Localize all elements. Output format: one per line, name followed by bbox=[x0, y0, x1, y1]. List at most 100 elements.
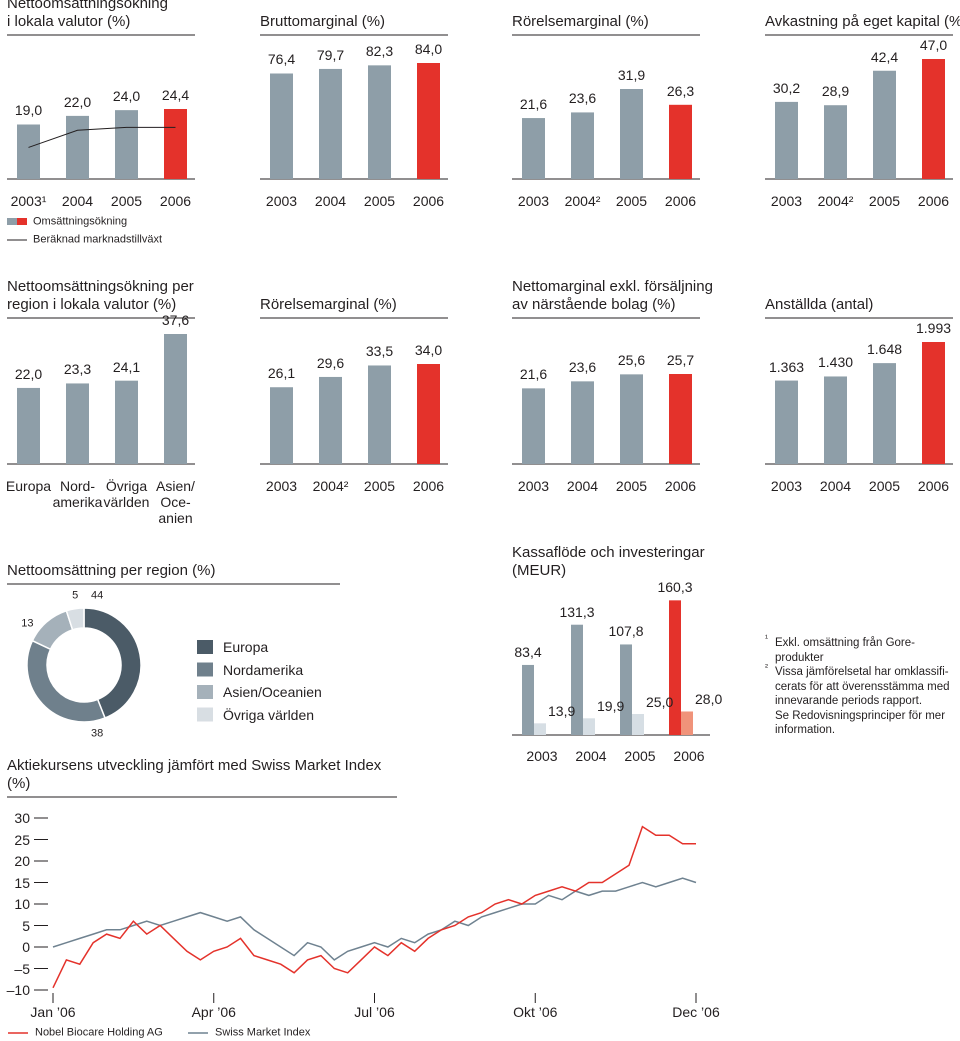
category-label: 2003 bbox=[526, 748, 558, 764]
x-tick-label: Jul ’06 bbox=[354, 1004, 395, 1020]
value-label: 1.648 bbox=[866, 341, 903, 358]
category-label: 2004² bbox=[817, 193, 854, 209]
bar bbox=[66, 115, 89, 179]
legend-swatch bbox=[197, 707, 213, 722]
y-tick-label: 0 bbox=[22, 938, 30, 955]
chart-title: Nettoomsättningsökning per region i loka… bbox=[7, 278, 194, 313]
legend-label: Övriga världen bbox=[223, 706, 315, 723]
value-label: 30,2 bbox=[772, 79, 801, 96]
value-label: 25,7 bbox=[666, 351, 695, 368]
bar bbox=[669, 374, 692, 464]
bar bbox=[368, 65, 391, 179]
bar bbox=[583, 718, 595, 735]
footnote-mark: ¹ bbox=[765, 633, 768, 643]
category-label: 2004 bbox=[575, 748, 607, 764]
category-label: 2003 bbox=[517, 193, 550, 209]
bar bbox=[319, 376, 342, 464]
y-tick-label: 10 bbox=[14, 895, 30, 912]
value-label: 25,0 bbox=[646, 693, 674, 710]
category-label: 2003 bbox=[770, 193, 803, 209]
category-label: 2004 bbox=[314, 193, 347, 209]
value-label: 1.363 bbox=[768, 358, 805, 375]
value-label: 13,9 bbox=[548, 703, 576, 720]
value-label: 83,4 bbox=[514, 643, 542, 660]
y-tick-label: 20 bbox=[14, 852, 30, 869]
value-label: 25,6 bbox=[617, 352, 646, 369]
value-label: 1.430 bbox=[817, 354, 854, 371]
value-label: 29,6 bbox=[316, 354, 345, 371]
chart-title: Avkastning på eget kapital (%) bbox=[765, 13, 960, 30]
value-label: 19,9 bbox=[597, 698, 625, 715]
y-tick-label: 5 bbox=[22, 917, 30, 934]
bar bbox=[681, 711, 693, 735]
value-label: 31,9 bbox=[617, 66, 646, 83]
bar bbox=[669, 600, 681, 735]
legend-swatch bbox=[197, 685, 213, 699]
chart-title: Rörelsemarginal (%) bbox=[512, 13, 649, 30]
bar bbox=[522, 118, 545, 179]
value-label: 79,7 bbox=[316, 46, 345, 63]
chart-title: Aktiekursens utveckling jämfört med Swis… bbox=[7, 757, 382, 792]
value-label: 5 bbox=[72, 589, 79, 602]
value-label: 24,0 bbox=[112, 88, 141, 105]
category-label: 2003 bbox=[265, 478, 298, 494]
y-tick-label: –5 bbox=[14, 960, 30, 977]
category-label: 2005 bbox=[624, 748, 656, 764]
category-label: 2003¹ bbox=[10, 193, 47, 209]
bar bbox=[115, 110, 138, 179]
bar bbox=[775, 101, 798, 179]
value-label: 21,6 bbox=[519, 95, 548, 112]
bar bbox=[368, 365, 391, 464]
y-tick-label: –10 bbox=[6, 981, 30, 998]
bar bbox=[873, 70, 896, 179]
bar bbox=[17, 124, 40, 179]
category-label: 2004 bbox=[819, 478, 852, 494]
donut-slice bbox=[26, 639, 106, 723]
x-tick-label: Apr ’06 bbox=[191, 1004, 236, 1020]
bar bbox=[270, 387, 293, 464]
donut-slice bbox=[83, 607, 142, 719]
category-label: 2004² bbox=[312, 478, 349, 494]
value-label: 28,0 bbox=[695, 691, 723, 708]
x-tick-label: Jan ’06 bbox=[30, 1004, 76, 1020]
value-label: 160,3 bbox=[657, 579, 693, 596]
value-label: 84,0 bbox=[414, 40, 443, 57]
bar bbox=[319, 68, 342, 179]
value-label: 131,3 bbox=[559, 603, 595, 620]
value-label: 107,8 bbox=[608, 623, 644, 640]
category-label: 2004 bbox=[61, 193, 94, 209]
bar bbox=[417, 364, 440, 464]
bar bbox=[571, 112, 594, 179]
bar bbox=[873, 363, 896, 464]
chart-title: Anställda (antal) bbox=[765, 296, 874, 313]
bar bbox=[534, 723, 546, 735]
bar bbox=[824, 376, 847, 464]
legend-swatch bbox=[17, 218, 27, 225]
value-label: 34,0 bbox=[414, 341, 443, 358]
category-label: 2005 bbox=[363, 193, 396, 209]
footnote-text: Vissa jämförelsetal har omklassifi- cera… bbox=[775, 666, 950, 736]
y-tick-label: 30 bbox=[14, 809, 30, 826]
category-label: Asien/ Oce- anien bbox=[156, 478, 195, 527]
category-label: Övriga världen bbox=[103, 478, 150, 511]
bar bbox=[66, 383, 89, 464]
value-label: 24,1 bbox=[112, 358, 141, 375]
legend-swatch bbox=[7, 218, 17, 225]
bar bbox=[922, 59, 945, 179]
value-label: 23,3 bbox=[63, 361, 92, 378]
category-label: 2005 bbox=[868, 478, 901, 494]
chart-title: Kassaflöde och investeringar (MEUR) bbox=[512, 544, 705, 579]
value-label: 76,4 bbox=[267, 51, 296, 68]
category-label: 2003 bbox=[265, 193, 298, 209]
category-label: 2006 bbox=[159, 193, 192, 209]
value-label: 37,6 bbox=[161, 311, 190, 328]
series-line bbox=[52, 825, 696, 989]
footnote-text: Exkl. omsättning från Gore- produkter bbox=[775, 637, 915, 664]
value-label: 26,1 bbox=[267, 365, 296, 382]
bar bbox=[669, 104, 692, 179]
donut-slice bbox=[31, 609, 74, 651]
donut-slice bbox=[65, 607, 85, 631]
value-label: 21,6 bbox=[519, 366, 548, 383]
value-label: 42,4 bbox=[870, 48, 899, 65]
